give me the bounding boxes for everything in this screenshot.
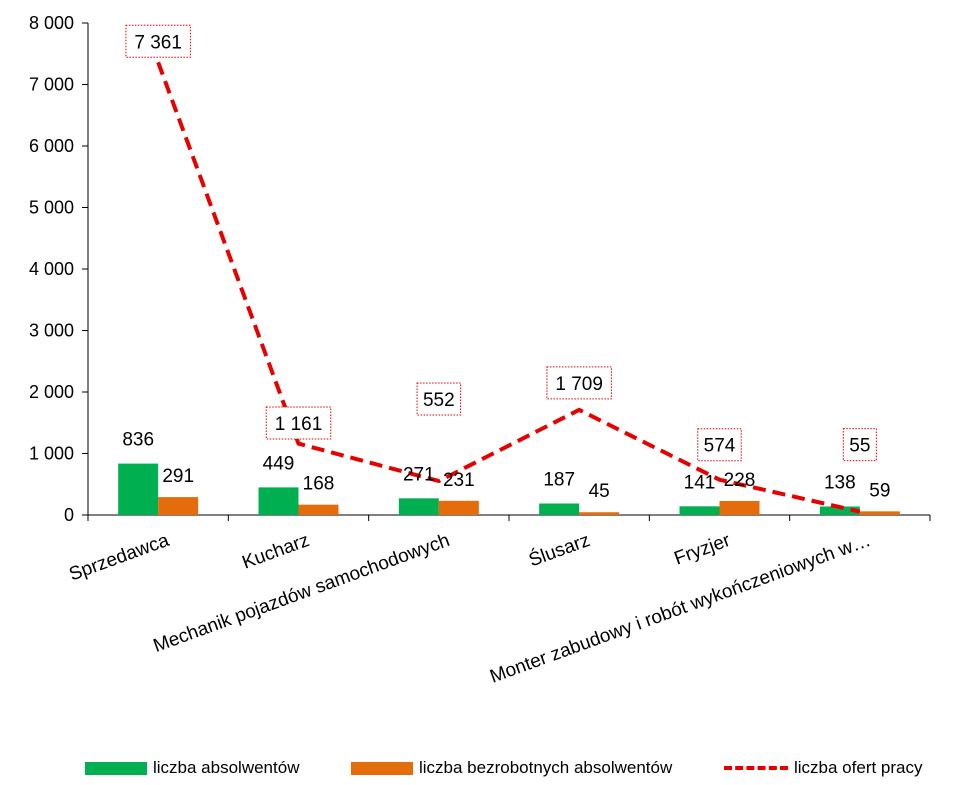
offer-value-label: 7 361 <box>134 32 182 53</box>
offer-label-box <box>125 24 191 58</box>
offer-value-label: 574 <box>704 436 736 457</box>
offer-value-label: 1 709 <box>555 374 603 395</box>
bar <box>679 506 720 515</box>
bar-value-label: 187 <box>543 469 575 490</box>
legend-swatch-offers <box>724 766 788 770</box>
bar-value-label: 59 <box>869 480 890 501</box>
y-tick-label: 3 000 <box>29 321 74 341</box>
offer-label-box <box>697 428 742 462</box>
bar-value-label: 45 <box>589 481 610 502</box>
legend-swatch-graduates <box>85 761 147 775</box>
offer-label-box <box>842 428 877 462</box>
legend-item-offers: liczba ofert pracy <box>724 758 923 778</box>
y-tick-label: 4 000 <box>29 259 74 279</box>
bar-value-label: 291 <box>162 466 194 487</box>
bar <box>398 498 439 515</box>
y-tick-label: 2 000 <box>29 382 74 402</box>
chart: 0 1 000 2 000 3 000 4 000 5 000 6 000 7 000 8 00… <box>29 13 931 688</box>
bar <box>719 500 760 515</box>
category-label: Ślusarz <box>526 529 593 571</box>
bar <box>258 487 299 515</box>
bar <box>859 511 900 515</box>
bar-value-label: 228 <box>724 470 756 491</box>
y-tick-label: 0 <box>64 505 74 525</box>
legend-swatch-unemployed <box>351 761 413 775</box>
legend: liczba absolwentów liczba bezrobotnych a… <box>0 758 957 782</box>
y-tick-label: 7 000 <box>29 75 74 95</box>
bar-value-label: 271 <box>403 464 435 485</box>
offer-label-box <box>546 366 612 400</box>
axes: 0 1 000 2 000 3 000 4 000 5 000 6 000 7 000 8 00… <box>29 13 931 525</box>
legend-item-graduates: liczba absolwentów <box>85 758 299 778</box>
bar-value-label: 231 <box>443 470 475 491</box>
bar <box>158 497 199 515</box>
y-tick-label: 8 000 <box>29 13 74 33</box>
category-label: Kucharz <box>240 530 313 574</box>
bar-value-label: 138 <box>824 473 856 494</box>
category-label: Fryzjer <box>671 530 733 570</box>
y-tick-label: 6 000 <box>29 136 74 156</box>
y-tick-label: 5 000 <box>29 198 74 218</box>
bar-value-label: 168 <box>303 474 335 495</box>
bar <box>118 463 159 515</box>
offer-line-path <box>156 61 861 514</box>
legend-label-unemployed: liczba bezrobotnych absolwentów <box>419 758 673 777</box>
offer-label-box <box>265 406 332 440</box>
offer-value-label: 1 161 <box>275 414 323 435</box>
bar <box>579 512 620 515</box>
bar <box>819 506 860 515</box>
bar-value-label: 449 <box>263 453 295 474</box>
bar <box>298 504 339 515</box>
category-label: Sprzedawca <box>66 530 172 586</box>
data-labels: 836 449 271 187 141 138 291 168 231 45 228 59 7 361 1… <box>122 24 890 502</box>
bar-value-label: 141 <box>684 472 716 493</box>
offer-value-label: 55 <box>849 436 870 457</box>
offer-label-box <box>416 382 462 416</box>
bar <box>539 503 580 515</box>
legend-item-unemployed: liczba bezrobotnych absolwentów <box>351 758 672 778</box>
bars <box>118 463 900 515</box>
offer-value-label: 552 <box>423 390 455 411</box>
bar <box>438 500 479 515</box>
y-tick-label: 1 000 <box>29 444 74 464</box>
offer-line <box>156 61 861 514</box>
legend-label-offers: liczba ofert pracy <box>794 758 923 777</box>
bar-value-label: 836 <box>122 430 154 451</box>
legend-label-graduates: liczba absolwentów <box>153 758 300 777</box>
